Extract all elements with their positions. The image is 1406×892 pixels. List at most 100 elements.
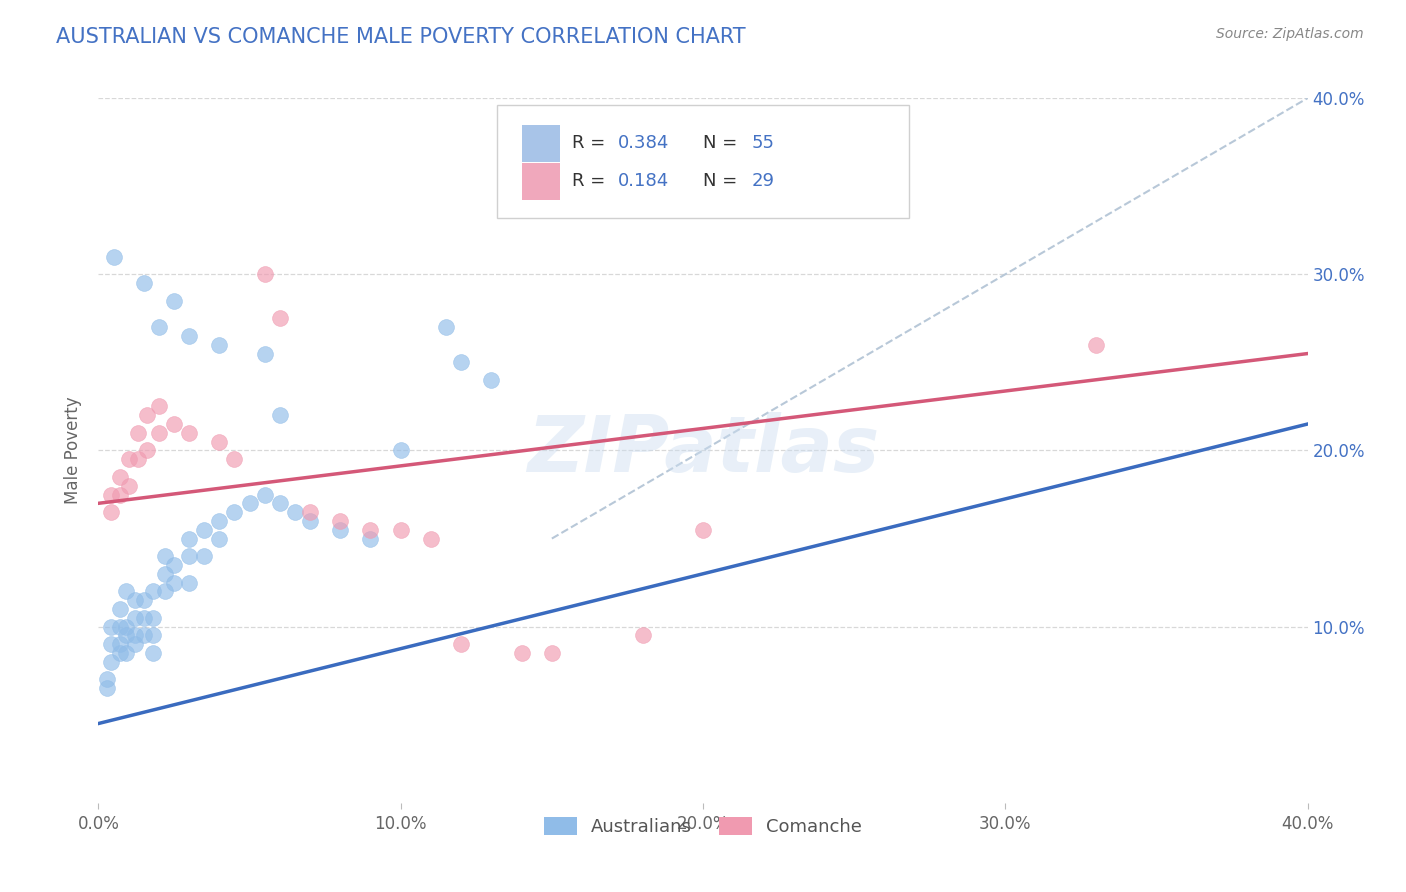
Point bbox=[208, 434, 231, 449]
Point bbox=[269, 496, 291, 510]
Point bbox=[631, 628, 654, 642]
Point bbox=[142, 611, 165, 625]
Point bbox=[692, 523, 714, 537]
Text: AUSTRALIAN VS COMANCHE MALE POVERTY CORRELATION CHART: AUSTRALIAN VS COMANCHE MALE POVERTY CORR… bbox=[56, 27, 745, 46]
Point bbox=[124, 611, 146, 625]
Point bbox=[100, 619, 122, 633]
Point bbox=[142, 628, 165, 642]
Point bbox=[142, 646, 165, 660]
Point bbox=[100, 505, 122, 519]
Point bbox=[224, 452, 246, 467]
Point bbox=[179, 575, 201, 590]
Legend: Australians, Comanche: Australians, Comanche bbox=[537, 809, 869, 843]
Point bbox=[329, 514, 352, 528]
Point bbox=[148, 320, 170, 334]
Point bbox=[108, 646, 131, 660]
Point bbox=[420, 532, 443, 546]
Point bbox=[208, 532, 231, 546]
Text: N =: N = bbox=[703, 171, 742, 190]
Point bbox=[253, 487, 276, 501]
Point bbox=[269, 408, 291, 422]
Point bbox=[100, 655, 122, 669]
Point bbox=[179, 532, 201, 546]
Point bbox=[124, 637, 146, 651]
Point bbox=[114, 584, 136, 599]
Point bbox=[450, 355, 472, 369]
Point bbox=[118, 478, 141, 492]
Point bbox=[179, 425, 201, 440]
Point bbox=[179, 549, 201, 564]
Point bbox=[114, 628, 136, 642]
Text: 0.184: 0.184 bbox=[619, 171, 669, 190]
Point bbox=[153, 566, 176, 581]
Point bbox=[96, 673, 118, 687]
Point bbox=[108, 637, 131, 651]
Point bbox=[132, 593, 155, 607]
Text: R =: R = bbox=[572, 134, 612, 152]
Point bbox=[208, 337, 231, 351]
Text: Source: ZipAtlas.com: Source: ZipAtlas.com bbox=[1216, 27, 1364, 41]
Point bbox=[329, 523, 352, 537]
Point bbox=[163, 575, 186, 590]
Point bbox=[108, 470, 131, 484]
Point bbox=[153, 584, 176, 599]
Point bbox=[299, 505, 322, 519]
Point bbox=[163, 417, 186, 431]
Text: N =: N = bbox=[703, 134, 742, 152]
Point bbox=[239, 496, 262, 510]
Point bbox=[148, 425, 170, 440]
Point bbox=[100, 487, 122, 501]
Point bbox=[360, 532, 382, 546]
Point bbox=[1085, 337, 1108, 351]
Point bbox=[284, 505, 307, 519]
Point bbox=[253, 346, 276, 360]
Point bbox=[127, 452, 149, 467]
Point bbox=[124, 628, 146, 642]
Text: ZIPatlas: ZIPatlas bbox=[527, 412, 879, 489]
Point bbox=[179, 329, 201, 343]
Point bbox=[114, 646, 136, 660]
Point bbox=[163, 293, 186, 308]
Point bbox=[108, 602, 131, 616]
Text: 29: 29 bbox=[751, 171, 775, 190]
Point bbox=[132, 628, 155, 642]
Point bbox=[96, 681, 118, 696]
Point bbox=[108, 487, 131, 501]
Text: R =: R = bbox=[572, 171, 612, 190]
Point bbox=[208, 514, 231, 528]
Point bbox=[163, 558, 186, 572]
Point bbox=[114, 619, 136, 633]
Point bbox=[269, 311, 291, 326]
Point bbox=[193, 549, 215, 564]
Point bbox=[299, 514, 322, 528]
Point bbox=[153, 549, 176, 564]
Point bbox=[118, 452, 141, 467]
Point bbox=[132, 611, 155, 625]
Point bbox=[124, 593, 146, 607]
Point bbox=[540, 646, 562, 660]
Point bbox=[434, 320, 457, 334]
Point bbox=[135, 443, 157, 458]
Point bbox=[103, 250, 125, 264]
Point bbox=[148, 400, 170, 414]
Point bbox=[135, 408, 157, 422]
Point bbox=[193, 523, 215, 537]
Point bbox=[132, 276, 155, 290]
Point bbox=[108, 619, 131, 633]
Point bbox=[142, 584, 165, 599]
Text: 55: 55 bbox=[751, 134, 775, 152]
Point bbox=[510, 646, 533, 660]
Point bbox=[253, 268, 276, 282]
Text: 0.384: 0.384 bbox=[619, 134, 669, 152]
FancyBboxPatch shape bbox=[522, 125, 561, 161]
Point bbox=[224, 505, 246, 519]
Point bbox=[100, 637, 122, 651]
Point bbox=[389, 443, 412, 458]
Point bbox=[127, 425, 149, 440]
Point bbox=[360, 523, 382, 537]
Point bbox=[481, 373, 503, 387]
Y-axis label: Male Poverty: Male Poverty bbox=[65, 397, 83, 504]
Point bbox=[389, 523, 412, 537]
Point bbox=[450, 637, 472, 651]
FancyBboxPatch shape bbox=[522, 163, 561, 200]
